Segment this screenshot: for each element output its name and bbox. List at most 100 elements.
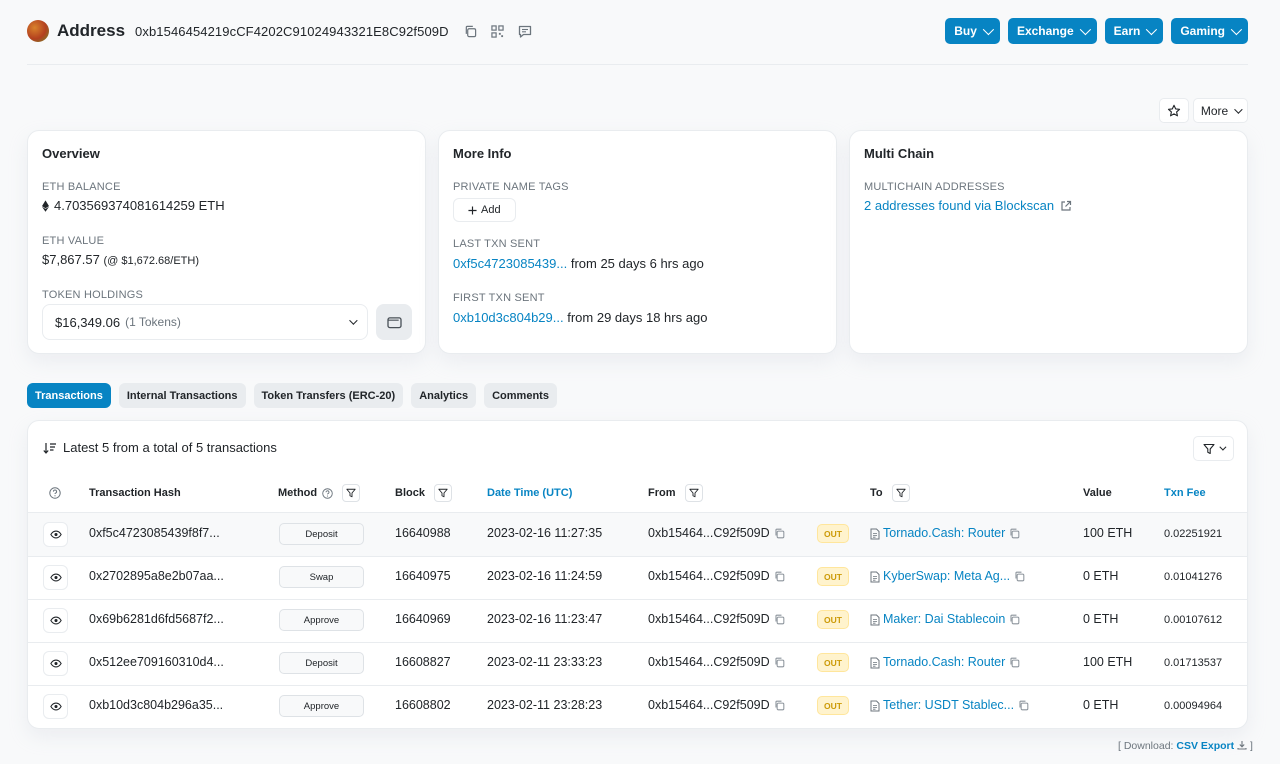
block-link[interactable]: 16640969 [395,612,451,626]
column-method-label: Method [278,487,318,499]
download-suffix: ] [1249,740,1253,752]
transaction-hash-link[interactable]: 0xb10d3c804b296a35... [89,698,224,712]
direction-badge: OUT [817,567,849,586]
more-dropdown[interactable]: More [1193,98,1248,123]
copy-icon[interactable] [1009,528,1020,539]
copy-icon[interactable] [1009,614,1020,625]
last-txn: 0xf5c4723085439... from 25 days 6 hrs ag… [453,256,704,271]
tab-analytics[interactable]: Analytics [411,383,477,408]
help-icon[interactable] [322,487,333,499]
more-info-card: More Info PRIVATE NAME TAGS Add LAST TXN… [438,130,837,354]
copy-icon[interactable] [774,614,785,625]
column-to: To [870,484,910,502]
csv-download: [ Download: CSV Export ] [1118,740,1253,752]
last-txn-time: from 25 days 6 hrs ago [570,256,704,271]
date-time: 2023-02-11 23:33:23 [487,655,603,669]
block-link[interactable]: 16608802 [395,698,451,712]
copy-icon[interactable] [774,657,785,668]
block-link[interactable]: 16608827 [395,655,451,669]
copy-icon[interactable] [1014,571,1025,582]
gaming-button[interactable]: Gaming [1171,18,1248,44]
last-txn-link[interactable]: 0xf5c4723085439... [453,256,568,271]
block-link[interactable]: 16640975 [395,569,451,583]
buy-button[interactable]: Buy [945,18,1000,44]
blockscan-link[interactable]: 2 addresses found via Blockscan [864,198,1055,213]
method-badge: Approve [279,695,364,717]
txn-fee: 0.00107612 [1164,614,1223,626]
advanced-filter-button[interactable] [1193,436,1234,461]
copy-icon[interactable] [774,528,785,539]
eth-balance: 4.703569374081614259 ETH [42,198,225,213]
transaction-hash-link[interactable]: 0x69b6281d6fd5687f2... [89,612,224,626]
add-tag-button[interactable]: Add [453,198,516,222]
exchange-button[interactable]: Exchange [1007,18,1097,44]
first-txn-link[interactable]: 0xb10d3c804b29... [453,310,564,325]
comment-icon[interactable] [517,23,533,39]
date-time: 2023-02-16 11:24:59 [487,569,603,583]
transactions-summary: Latest 5 from a total of 5 transactions [43,440,277,455]
wallet-button[interactable] [376,304,412,340]
to-address-link[interactable]: Tornado.Cash: Router [883,526,1006,540]
first-txn-label: FIRST TXN SENT [453,292,545,304]
summary-text: Latest 5 from a total of 5 transactions [63,440,277,455]
transaction-hash-link[interactable]: 0x512ee709160310d4... [89,655,224,669]
chevron-down-icon [1234,104,1243,114]
txn-value: 0 ETH [1083,698,1119,712]
row-highlight [28,513,1247,556]
csv-export-link[interactable]: CSV Export [1176,740,1235,752]
ethereum-icon [42,199,49,212]
last-txn-label: LAST TXN SENT [453,238,541,250]
to-address: Maker: Dai Stablecoin [870,612,1020,626]
copy-icon[interactable] [463,23,479,39]
copy-icon[interactable] [1009,657,1020,668]
transaction-hash-link[interactable]: 0x2702895a8e2b07aa... [89,569,224,583]
copy-icon[interactable] [1018,700,1029,711]
more-info-title: More Info [453,146,512,161]
txn-value: 0 ETH [1083,569,1119,583]
from-filter-button[interactable] [684,484,703,502]
eth-balance-label: ETH BALANCE [42,181,121,193]
column-date-time[interactable]: Date Time (UTC) [487,487,573,499]
method-filter-button[interactable] [342,484,361,502]
txn-value: 100 ETH [1083,526,1133,540]
txn-value: 100 ETH [1083,655,1133,669]
row-preview-button[interactable] [43,522,68,547]
to-address-link[interactable]: Tether: USDT Stablec... [883,698,1015,712]
block-link[interactable]: 16640988 [395,526,451,540]
row-preview-button[interactable] [43,608,68,633]
tab-comments[interactable]: Comments [484,383,557,408]
block-filter-button[interactable] [433,484,452,502]
tab-internal-transactions[interactable]: Internal Transactions [118,383,246,408]
to-filter-button[interactable] [891,484,910,502]
from-address-text: 0xb15464...C92f509D [648,612,770,626]
token-value: $16,349.06 [55,314,121,330]
help-icon[interactable] [49,487,61,499]
more-label: More [1200,103,1229,118]
transaction-hash-link[interactable]: 0xf5c4723085439f8f7... [89,526,220,540]
to-address-link[interactable]: Tornado.Cash: Router [883,655,1006,669]
row-preview-button[interactable] [43,565,68,590]
copy-icon[interactable] [774,700,785,711]
to-address-link[interactable]: Maker: Dai Stablecoin [883,612,1006,626]
chevron-down-icon [1230,23,1243,36]
chevron-down-icon [1079,23,1091,36]
contract-icon [870,657,880,669]
token-holdings-dropdown[interactable]: $16,349.06 (1 Tokens) [42,304,368,340]
chevron-down-icon [1146,23,1158,36]
tab-token-transfers[interactable]: Token Transfers (ERC-20) [253,383,404,408]
column-txn-fee[interactable]: Txn Fee [1164,487,1206,499]
to-address-link[interactable]: KyberSwap: Meta Ag... [883,569,1011,583]
contract-icon [870,528,880,540]
tab-transactions[interactable]: Transactions [27,383,111,408]
method-badge: Approve [279,609,364,631]
favorite-button[interactable] [1159,98,1189,123]
token-count: (1 Tokens) [125,315,181,329]
row-preview-button[interactable] [43,651,68,676]
copy-icon[interactable] [774,571,785,582]
to-address: KyberSwap: Meta Ag... [870,569,1025,583]
earn-button[interactable]: Earn [1104,18,1164,44]
direction-badge: OUT [817,696,849,715]
qr-code-icon[interactable] [490,23,506,39]
header-divider [28,512,1247,513]
row-preview-button[interactable] [43,694,68,719]
